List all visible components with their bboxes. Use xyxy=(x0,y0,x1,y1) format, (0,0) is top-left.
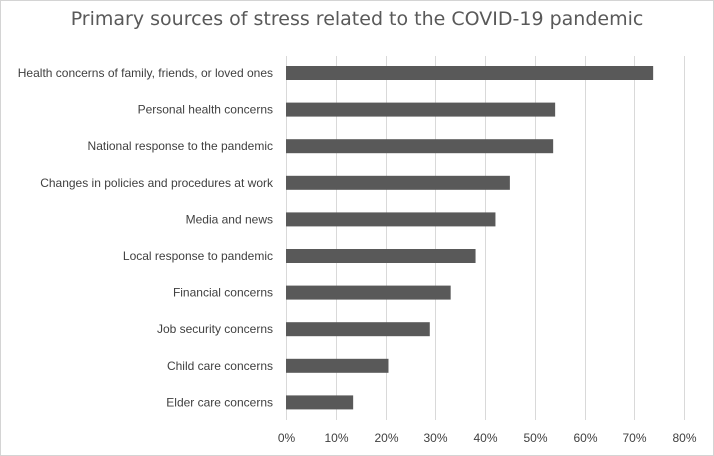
bar xyxy=(286,249,476,263)
category-label: Elder care concerns xyxy=(166,395,273,409)
bar xyxy=(286,322,430,337)
chart-title: Primary sources of stress related to the… xyxy=(70,8,644,30)
x-tick-label: 80% xyxy=(672,431,696,445)
category-label: Health concerns of family, friends, or l… xyxy=(18,66,273,80)
bar xyxy=(286,395,354,410)
category-label: Local response to pandemic xyxy=(123,249,273,263)
bar xyxy=(286,285,451,300)
bar xyxy=(286,212,496,227)
bar xyxy=(286,358,389,373)
x-tick-label: 20% xyxy=(374,431,398,445)
x-tick-label: 0% xyxy=(278,431,296,445)
x-tick-label: 60% xyxy=(573,431,597,445)
bar xyxy=(286,102,556,117)
bar xyxy=(286,139,554,154)
category-label: Media and news xyxy=(186,212,273,226)
bar xyxy=(286,66,654,80)
x-tick-label: 10% xyxy=(324,431,348,445)
bar xyxy=(286,175,510,190)
x-tick-label: 30% xyxy=(423,431,447,445)
category-label: National response to the pandemic xyxy=(88,139,273,153)
category-label: Financial concerns xyxy=(173,286,273,300)
category-label: Changes in policies and procedures at wo… xyxy=(40,176,274,190)
category-label: Job security concerns xyxy=(157,322,273,336)
x-tick-label: 40% xyxy=(473,431,497,445)
x-tick-label: 70% xyxy=(622,431,646,445)
category-label: Child care concerns xyxy=(167,359,273,373)
x-tick-label: 50% xyxy=(523,431,547,445)
category-label: Personal health concerns xyxy=(138,103,273,117)
